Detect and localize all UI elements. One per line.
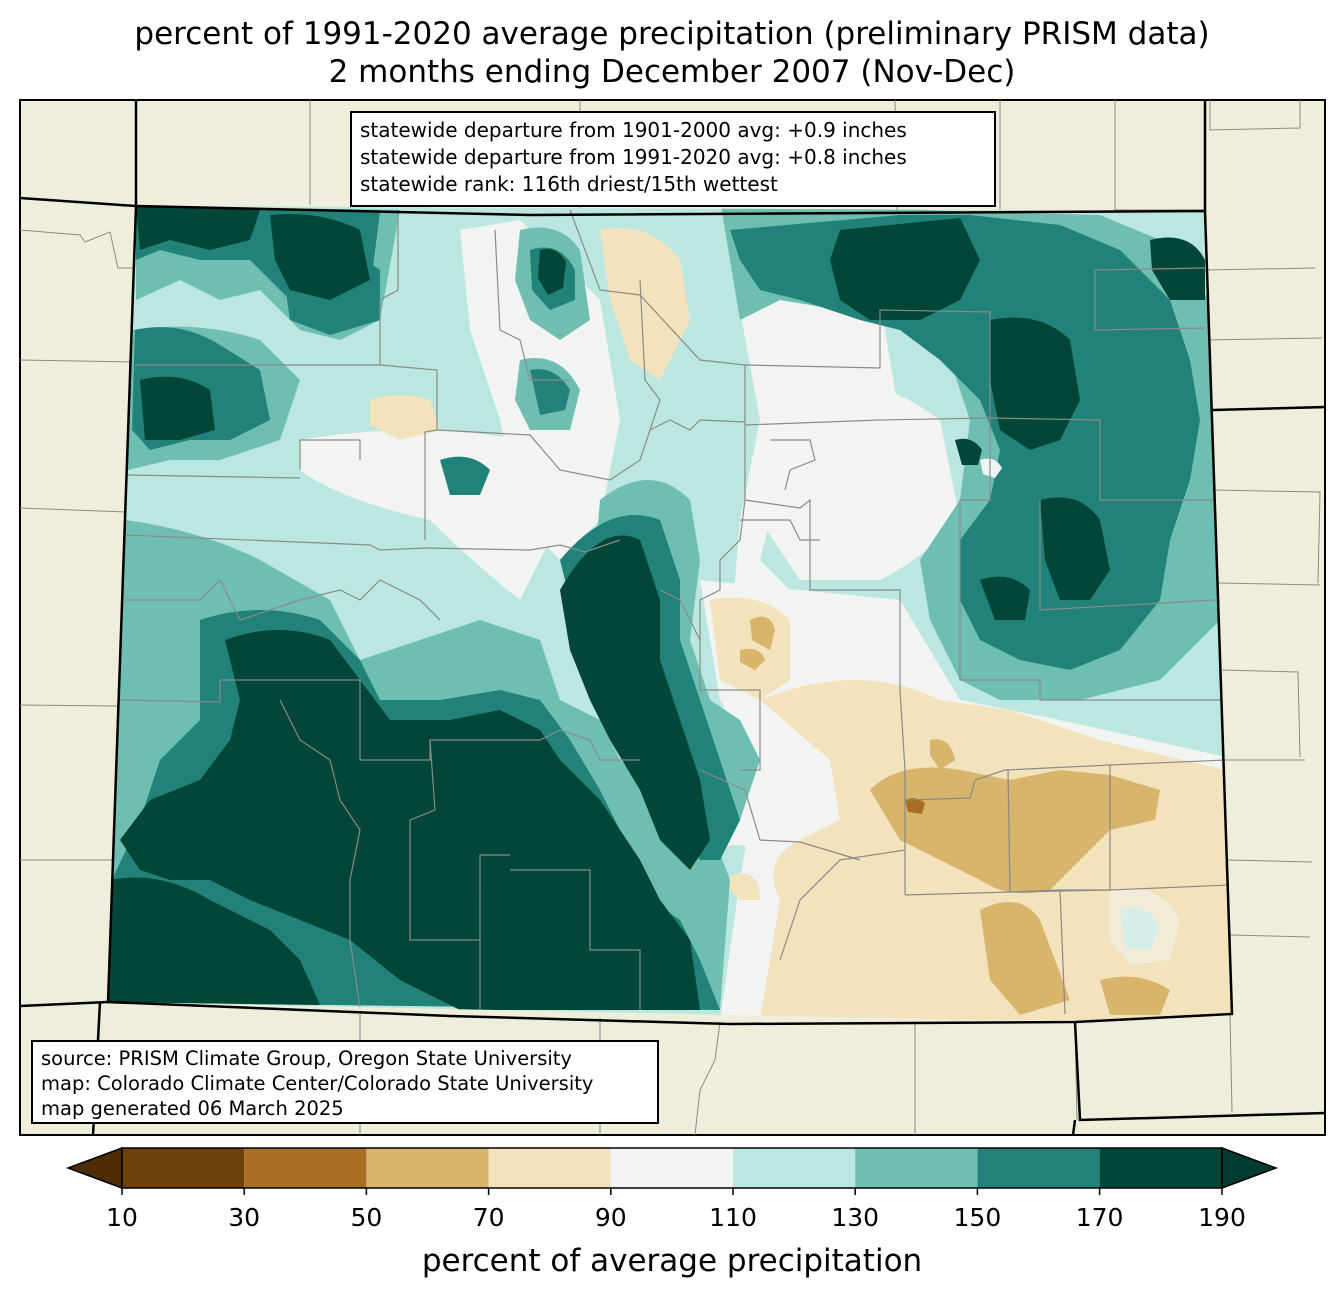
colorbar-tick-label: 150 — [953, 1203, 1002, 1232]
colorbar-bin — [244, 1148, 367, 1188]
colorbar-high-extension — [1221, 1146, 1279, 1190]
colorbar-bin — [610, 1148, 733, 1188]
colorbar-tick-label: 190 — [1198, 1203, 1246, 1232]
source-box: source: PRISM Climate Group, Oregon Stat… — [31, 1040, 659, 1124]
colorbar-low-extension — [65, 1146, 123, 1190]
stats-line: statewide departure from 1901-2000 avg: … — [360, 118, 907, 142]
colorbar-bin — [488, 1148, 611, 1188]
colorbar-tick-label: 10 — [106, 1203, 138, 1232]
colorbar-tick-label: 30 — [228, 1203, 261, 1232]
colorbar-label: percent of average precipitation — [421, 1243, 923, 1279]
statewide-stats-box: statewide departure from 1901-2000 avg: … — [350, 111, 996, 207]
colorbar-bin — [733, 1148, 856, 1188]
colorbar-tick-label: 130 — [831, 1203, 880, 1232]
colorbar-bin — [855, 1148, 978, 1188]
county-lines — [119, 209, 1231, 1015]
colorbar-tick-label: 50 — [350, 1203, 383, 1232]
colorbar-bin — [977, 1148, 1100, 1188]
colorbar-tick-label: 170 — [1075, 1203, 1124, 1232]
source-line: source: PRISM Climate Group, Oregon Stat… — [41, 1047, 572, 1070]
stats-line: statewide rank: 116th driest/15th wettes… — [360, 172, 778, 196]
map-title: percent of 1991-2020 average precipitati… — [134, 16, 1210, 52]
source-line: map generated 06 March 2025 — [41, 1097, 344, 1120]
colorbar-tick-label: 90 — [594, 1203, 627, 1232]
colorbar — [65, 1146, 1279, 1195]
precip-field — [108, 206, 1232, 1022]
map-subtitle: 2 months ending December 2007 (Nov-Dec) — [328, 54, 1016, 90]
colorbar-bin — [366, 1148, 489, 1188]
colorbar-tick-label: 70 — [472, 1203, 505, 1232]
colorbar-bin — [1099, 1148, 1222, 1188]
stats-line: statewide departure from 1991-2020 avg: … — [360, 145, 907, 169]
colorbar-bin — [122, 1148, 245, 1188]
colorbar-tick-label: 110 — [709, 1203, 757, 1232]
source-line: map: Colorado Climate Center/Colorado St… — [41, 1072, 594, 1095]
neighbor-state-lines — [19, 100, 1326, 1136]
colorado-border — [106, 204, 1234, 1026]
